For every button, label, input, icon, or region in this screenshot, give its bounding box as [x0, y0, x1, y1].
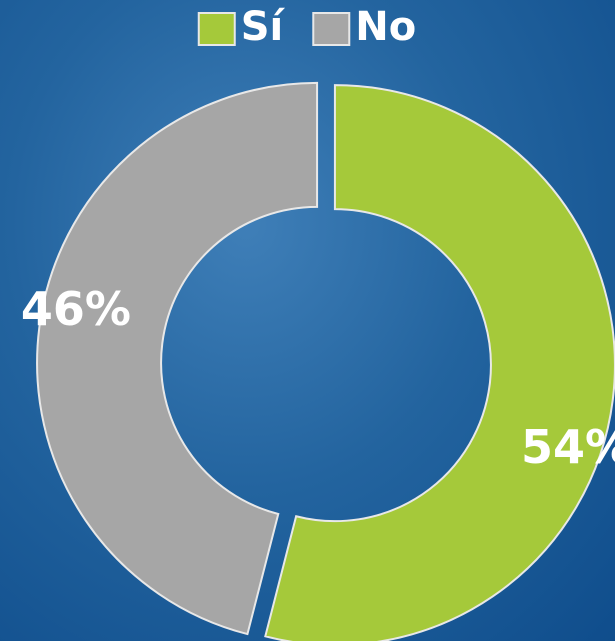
legend-label: No: [355, 4, 416, 50]
donut-slice: [264, 84, 615, 641]
value-label: 46%: [21, 282, 131, 336]
legend-swatch: [312, 12, 351, 46]
legend-swatch: [197, 12, 236, 46]
donut-slice: [36, 81, 319, 636]
legend-label: Sí: [241, 4, 286, 50]
value-label: 54%: [521, 420, 615, 474]
